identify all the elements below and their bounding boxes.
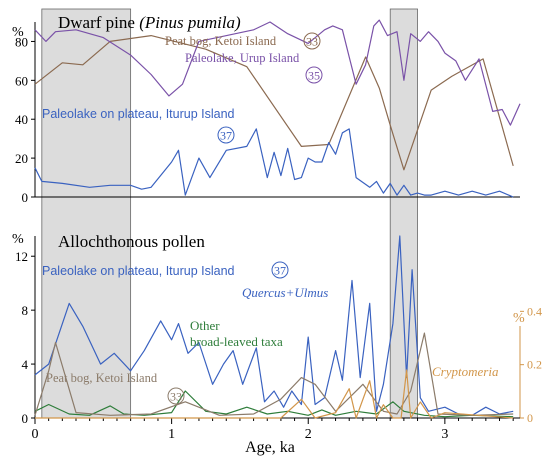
annotation-other: Other bbox=[190, 318, 220, 333]
series-line-paleolake-iturup bbox=[34, 128, 514, 198]
bottom-y-tick-label: 0 bbox=[22, 411, 29, 426]
svg-text:33: 33 bbox=[170, 390, 182, 404]
shaded-interval bbox=[41, 8, 132, 419]
shaded-interval bbox=[389, 8, 418, 419]
right-y-tick-label: 0.2 bbox=[527, 358, 542, 372]
svg-text:35: 35 bbox=[308, 69, 320, 83]
badge-35: 35 bbox=[305, 66, 323, 84]
right-y-tick-label: 0 bbox=[527, 411, 533, 425]
x-tick-label: 2 bbox=[305, 427, 312, 442]
x-tick-label: 1 bbox=[168, 427, 175, 442]
series-line-peat-bog-ketoi bbox=[34, 35, 514, 171]
bottom-y-tick-label: 12 bbox=[15, 249, 28, 264]
x-tick-label: 0 bbox=[32, 427, 39, 442]
series-line-other-broad-leaved bbox=[34, 390, 514, 418]
right-y-tick-label: 0.4 bbox=[527, 304, 542, 318]
badge-33-bottom: 33 bbox=[167, 387, 185, 405]
x-axis-label: Age, ka bbox=[245, 439, 295, 456]
annotation-cryptomeria: Cryptomeria bbox=[432, 364, 499, 379]
top-y-tick-label: 0 bbox=[22, 190, 29, 205]
bottom-series-lines bbox=[34, 235, 514, 419]
svg-text:37: 37 bbox=[274, 264, 286, 278]
annotation-broad-leaved-taxa: broad-leaved taxa bbox=[190, 334, 283, 349]
top-y-axis-label: % bbox=[12, 25, 24, 40]
top-y-tick-label: 20 bbox=[15, 151, 28, 166]
annotation-quercus-ulmus: Quercus+Ulmus bbox=[242, 285, 328, 300]
bottom-y-tick-label: 4 bbox=[22, 357, 29, 372]
x-tick-label: 3 bbox=[441, 427, 448, 442]
series-line-paleolake-urup bbox=[34, 19, 521, 126]
top-chart-title: Dwarf pine (Pinus pumila) bbox=[58, 13, 241, 32]
badge-37-top: 37 bbox=[217, 126, 235, 144]
bottom-chart-title: Allochthonous pollen bbox=[58, 232, 205, 251]
right-y-axis: 0 0.2 0.4 bbox=[519, 304, 542, 425]
legend-paleolake-iturup-bottom: Paleolake on plateau, Iturup Island bbox=[42, 264, 235, 278]
bottom-y-axis-label: % bbox=[12, 232, 24, 247]
right-y-axis-label: % bbox=[513, 311, 525, 326]
series-line-peat-bog-ketoi-pollen bbox=[34, 332, 514, 416]
badge-37-bottom: 37 bbox=[271, 261, 289, 279]
legend-paleolake-urup: Paleolake, Urup Island bbox=[185, 51, 300, 65]
top-y-tick-label: 80 bbox=[15, 34, 28, 49]
top-y-tick-label: 60 bbox=[15, 73, 28, 88]
bottom-y-tick-label: 8 bbox=[22, 303, 29, 318]
dwarf-pine-panel: Dwarf pine (Pinus pumila) % 0 20 40 60 80 Pe… bbox=[12, 13, 521, 205]
top-series-lines bbox=[34, 19, 521, 198]
legend-peat-bog-ketoi-top: Peat bog, Ketoi Island bbox=[165, 34, 277, 48]
shaded-intervals bbox=[41, 8, 418, 419]
svg-text:33: 33 bbox=[306, 35, 318, 49]
badge-33-top: 33 bbox=[303, 32, 321, 50]
series-line-quercus-ulmus bbox=[34, 235, 514, 416]
legend-peat-bog-ketoi-bottom: Peat bog, Ketoi Island bbox=[46, 371, 158, 385]
top-y-tick-label: 40 bbox=[15, 112, 28, 127]
series-line-cryptomeria bbox=[35, 369, 514, 419]
svg-text:37: 37 bbox=[220, 129, 232, 143]
legend-paleolake-iturup-top: Paleolake on plateau, Iturup Island bbox=[42, 107, 235, 121]
bottom-y-axis: 0 4 8 12 bbox=[15, 236, 36, 426]
